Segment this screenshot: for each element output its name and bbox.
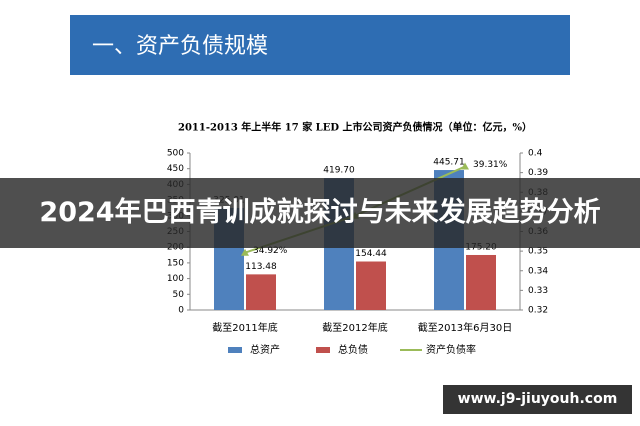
value-label: 34.92% (253, 246, 288, 256)
watermark: www.j9-jiuyouh.com (443, 385, 632, 414)
value-label: 113.48 (245, 262, 277, 272)
y2-tick-label: 0.35 (528, 247, 548, 257)
bar (246, 274, 276, 310)
y-tick-label: 100 (167, 274, 184, 284)
value-label: 154.44 (355, 249, 387, 259)
x-tick-label: 截至2012年底 (322, 321, 387, 334)
value-label: 445.71 (433, 158, 465, 168)
legend-label: 资产负债率 (426, 343, 476, 356)
heading: 一、资产负债规模 (92, 34, 268, 59)
bar (356, 261, 386, 310)
y-tick-label: 150 (167, 258, 184, 268)
x-tick-label: 截至2013年6月30日 (418, 321, 513, 334)
x-tick-label: 截至2011年底 (212, 321, 277, 334)
marker (461, 162, 469, 170)
header-bar (70, 15, 570, 75)
value-label: 419.70 (323, 166, 355, 176)
y-tick-label: 50 (173, 290, 185, 300)
bar (466, 254, 496, 310)
y2-tick-label: 0.32 (528, 306, 548, 316)
marker (241, 248, 249, 256)
legend-swatch (316, 347, 330, 353)
legend-label: 总负债 (338, 343, 368, 356)
y2-tick-label: 0.33 (528, 286, 548, 296)
banner: 2024年巴西青训成就探讨与未来发展趋势分析 (0, 178, 640, 248)
y2-tick-label: 0.34 (528, 266, 548, 276)
y2-tick-label: 0.4 (528, 149, 543, 159)
legend-swatch (228, 347, 242, 353)
value-label: 39.31% (473, 160, 508, 170)
y2-tick-label: 0.39 (528, 168, 548, 178)
chart-title: 2011-2013 年上半年 17 家 LED 上市公司资产负债情况（单位：亿元… (178, 121, 532, 134)
y-tick-label: 450 (167, 164, 184, 174)
y-tick-label: 0 (178, 306, 184, 316)
y-tick-label: 500 (167, 149, 184, 159)
legend-label: 总资产 (250, 343, 280, 356)
